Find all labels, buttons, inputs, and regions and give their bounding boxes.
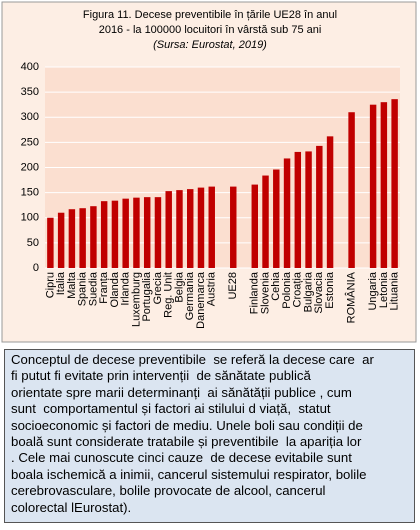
x-tick-label: Germania bbox=[184, 271, 196, 320]
x-tick-label: Franța bbox=[98, 271, 110, 304]
x-tick-label: Polonia bbox=[281, 271, 293, 309]
x-tick-label: Finlanda bbox=[249, 271, 261, 314]
x-tick-label: ROMÂNIA bbox=[344, 271, 357, 323]
y-tick-label: 150 bbox=[21, 187, 39, 199]
chart-source: (Sursa: Eurostat, 2019) bbox=[153, 39, 267, 51]
x-tick-label: Irlanda bbox=[120, 271, 132, 306]
y-tick-label: 350 bbox=[21, 86, 39, 98]
bar bbox=[283, 158, 291, 268]
bar bbox=[294, 151, 302, 268]
x-tick-label: Reg. Unit bbox=[163, 272, 175, 318]
x-tick-label: Estonia bbox=[324, 271, 336, 309]
chart: Figura 11. Decese preventibile în țările… bbox=[1, 1, 417, 343]
bar bbox=[391, 99, 398, 268]
bar bbox=[369, 104, 377, 268]
bar bbox=[197, 187, 205, 268]
x-tick-label: Portugalia bbox=[141, 271, 153, 321]
bar bbox=[380, 102, 388, 268]
y-tick-label: 400 bbox=[21, 61, 39, 73]
bar bbox=[111, 200, 119, 268]
bar bbox=[348, 112, 355, 268]
x-tick-label: Ungaria bbox=[367, 271, 379, 310]
y-tick-label: 100 bbox=[21, 212, 39, 224]
x-tick-label: Croația bbox=[292, 271, 304, 307]
bar bbox=[47, 217, 54, 268]
bar bbox=[187, 189, 194, 268]
bar bbox=[57, 212, 65, 268]
x-tick-label: UE28 bbox=[227, 272, 239, 300]
bar bbox=[68, 209, 76, 268]
x-tick-label: Cipru bbox=[44, 272, 56, 298]
note-line: . Cele mai cunoscute cinci cauze de dece… bbox=[11, 450, 352, 466]
x-tick-label: Cehia bbox=[270, 271, 282, 301]
bar bbox=[154, 197, 162, 268]
x-tick-label: Italia bbox=[55, 271, 67, 295]
bar bbox=[143, 197, 151, 268]
note-line: Conceptul de decese preventibile se refe… bbox=[11, 352, 374, 367]
x-tick-label: Olanda bbox=[109, 271, 121, 307]
x-tick-label: Danemarca bbox=[195, 271, 207, 329]
bar bbox=[326, 136, 334, 268]
note-box: Conceptul de decese preventibile se refe… bbox=[4, 349, 415, 523]
note-line: boală sunt considerate tratabile și prev… bbox=[11, 434, 362, 450]
bar bbox=[230, 186, 237, 268]
x-tick-label: Spania bbox=[77, 271, 89, 306]
x-tick-label: Bulgaria bbox=[302, 271, 314, 312]
y-tick-label: 250 bbox=[21, 136, 39, 148]
bar bbox=[316, 145, 323, 268]
bar bbox=[90, 206, 97, 268]
y-tick-label: 300 bbox=[21, 111, 39, 123]
x-tick-label: Letonia bbox=[378, 271, 390, 308]
note-line: colorectal lEurostat). bbox=[11, 499, 132, 515]
x-tick-label: Slovenia bbox=[259, 271, 271, 314]
x-tick-label: Lituania bbox=[389, 271, 401, 310]
x-tick-label: Slovacia bbox=[313, 271, 325, 313]
note-line: cerebrovasculare, bolile provocate de al… bbox=[11, 483, 326, 499]
y-tick-label: 0 bbox=[33, 262, 39, 274]
bar bbox=[262, 175, 269, 268]
bar bbox=[251, 184, 258, 268]
note-line: orientate spre marii determinanți ai săn… bbox=[11, 384, 352, 400]
bar bbox=[176, 190, 183, 268]
bar bbox=[208, 186, 215, 268]
y-tick-label: 50 bbox=[27, 237, 39, 249]
x-tick-label: Luxemburg bbox=[130, 272, 142, 327]
bar bbox=[273, 169, 280, 268]
note-line: socioeconomic și factori de mediu. Unele… bbox=[11, 417, 363, 433]
bar bbox=[165, 191, 172, 268]
bar bbox=[305, 151, 312, 268]
note-line: boala ischemică a inimii, cancerul siste… bbox=[11, 466, 367, 482]
x-tick-label: Grecia bbox=[152, 271, 164, 304]
x-tick-label: Suedia bbox=[87, 271, 99, 306]
note-line: fi putut fi evitate prin intervenții de … bbox=[11, 368, 311, 384]
x-tick-label: Austria bbox=[206, 271, 218, 306]
chart-title: 2016 - la 100000 locuitori în vârstă sub… bbox=[99, 24, 322, 36]
x-tick-label: Malta bbox=[66, 271, 78, 299]
bar bbox=[133, 197, 140, 268]
chart-title: Figura 11. Decese preventibile în țările… bbox=[83, 9, 337, 21]
bar bbox=[79, 208, 86, 268]
x-tick-label: Belgia bbox=[173, 271, 185, 302]
y-tick-label: 200 bbox=[21, 161, 39, 173]
bar bbox=[100, 201, 108, 268]
note-line: sunt comportamentul și factori ai stilul… bbox=[11, 401, 331, 417]
bar bbox=[122, 198, 129, 268]
